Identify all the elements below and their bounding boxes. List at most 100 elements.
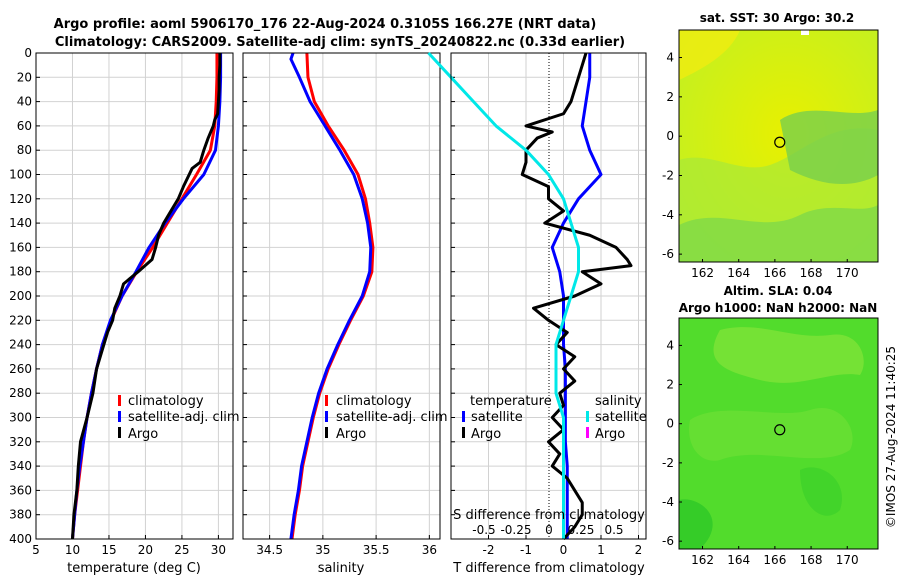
argo-location-marker (774, 136, 786, 148)
t-difference-x-label: T difference from climatology (452, 561, 645, 576)
altimetry-map-title-line2: Argo h1000: NaN h2000: NaN (679, 301, 878, 315)
temperature-lines (70, 53, 223, 540)
legend-swatch-s-argo (586, 427, 589, 438)
depth-tick-label: 260 (9, 362, 32, 376)
lat-tick-label: 2 (666, 90, 674, 104)
salinity-diff-legend: salinity satellite Argo (586, 394, 647, 442)
x-tick-label: 2 (635, 543, 643, 557)
legend-swatch-climatology (325, 395, 328, 406)
x-tick-label: 10 (65, 543, 80, 557)
depth-tick-label: 280 (9, 386, 32, 400)
depth-tick-label: 140 (9, 216, 32, 230)
series-line-t-argo (520, 52, 633, 541)
lon-tick-label: 170 (836, 266, 859, 280)
s-difference-tick-labels: -0.5 -0.25 0 0.25 0.5 (472, 523, 623, 537)
legend-argo: Argo (336, 427, 366, 442)
legend-satellite: satellite-adj. clim (128, 410, 240, 425)
depth-tick-label: 20 (17, 70, 32, 84)
sst-map: sat. SST: 30 Argo: 30.2 162 164 166 168 170 … (662, 11, 879, 280)
t-difference-tick-labels: -2 -1 0 1 2 (483, 543, 643, 557)
difference-panel: -2 -1 0 1 2 T difference from climatology S … (427, 51, 647, 576)
depth-tick-label: 40 (17, 95, 32, 109)
depth-tick-label: 80 (17, 143, 32, 157)
lon-tick-label: 162 (691, 553, 714, 567)
difference-axes-frame (450, 52, 647, 540)
s-tick-label: 0.5 (604, 523, 623, 537)
x-tick-label: 1 (597, 543, 605, 557)
sla-low-patch (679, 499, 713, 549)
legend-argo: Argo (128, 427, 158, 442)
legend-climatology: climatology (128, 394, 204, 409)
lon-tick-label: 162 (691, 266, 714, 280)
sla-low-patch (800, 467, 842, 516)
legend-swatch-climatology (118, 395, 121, 406)
legend-swatch-t-satellite (462, 411, 465, 422)
x-tick-label: -2 (483, 543, 495, 557)
sla-high-patch (713, 327, 864, 383)
legend-s-satellite: satellite (595, 410, 647, 425)
legend-swatch-s-satellite (586, 411, 589, 422)
series-line-t-satellite (550, 53, 603, 539)
sst-missing-data (801, 30, 809, 35)
lat-tick-label: 4 (666, 51, 674, 65)
series-line-satellite-adj-clim (70, 53, 223, 540)
depth-tick-label: 120 (9, 192, 32, 206)
depth-tick-label: 240 (9, 338, 32, 352)
temperature-grid (35, 52, 233, 540)
lon-tick-label: 166 (763, 553, 786, 567)
legend-t-satellite: satellite (471, 410, 523, 425)
legend-swatch-satellite (118, 411, 121, 422)
legend-temperature-header: temperature (470, 394, 552, 409)
lon-tick-label: 168 (800, 553, 823, 567)
x-tick-label: -1 (520, 543, 532, 557)
salinity-grid (243, 52, 440, 540)
depth-tick-labels: 0 20 40 60 80 100 120 140 160 180 200 220 240 260 280 3… (9, 46, 32, 546)
salinity-x-label: salinity (318, 561, 365, 576)
temperature-legend: climatology satellite-adj. clim Argo (118, 394, 240, 442)
figure-title-line1: Argo profile: aoml 5906170_176 22-Aug-20… (54, 17, 597, 32)
sst-map-title: sat. SST: 30 Argo: 30.2 (700, 11, 854, 25)
s-tick-label: 0 (545, 523, 553, 537)
lat-tick-label: -2 (662, 168, 674, 182)
lon-tick-label: 164 (727, 266, 750, 280)
sst-lat-ticks: 4 2 0 -2 -4 -6 (662, 51, 682, 261)
depth-tick-label: 180 (9, 265, 32, 279)
sst-warm-region (679, 30, 740, 80)
imos-credit: ©IMOS 27-Aug-2024 11:40:25 (884, 346, 898, 528)
legend-swatch-satellite (325, 411, 328, 422)
x-tick-label: 34.5 (256, 543, 283, 557)
depth-tick-label: 200 (9, 289, 32, 303)
legend-t-argo: Argo (471, 427, 501, 442)
x-tick-label: 15 (101, 543, 116, 557)
series-line-s-satellite (427, 51, 580, 539)
legend-salinity-header: salinity (595, 394, 642, 409)
salinity-panel: 34.5 35 35.5 36 salinity climatology satell… (242, 52, 448, 576)
altimetry-map-frame (678, 317, 879, 550)
depth-tick-label: 60 (17, 119, 32, 133)
lat-tick-label: -6 (662, 534, 674, 548)
temperature-x-label: temperature (deg C) (67, 561, 201, 576)
sst-lon-ticks: 162 164 166 168 170 (691, 259, 859, 280)
depth-tick-label: 380 (9, 508, 32, 522)
lat-tick-label: 0 (666, 417, 674, 431)
depth-tick-label: 340 (9, 459, 32, 473)
depth-tick-label: 400 (9, 532, 32, 546)
legend-swatch-t-argo (462, 427, 465, 438)
x-tick-label: 25 (174, 543, 189, 557)
legend-satellite: satellite-adj. clim (336, 410, 448, 425)
x-tick-label: 35 (315, 543, 330, 557)
lat-tick-label: -2 (662, 456, 674, 470)
x-tick-label: 0 (560, 543, 568, 557)
lat-tick-label: -4 (662, 495, 674, 509)
salinity-tick-labels: 34.5 35 35.5 36 (256, 543, 437, 557)
lat-tick-label: 0 (666, 129, 674, 143)
depth-tick-label: 100 (9, 168, 32, 182)
altimetry-map: Altim. SLA: 0.04 Argo h1000: NaN h2000: … (662, 284, 879, 567)
temperature-panel: 5 10 15 20 25 30 0 20 40 60 80 100 120 140 160 180 200 2… (9, 46, 240, 576)
depth-tick-label: 0 (24, 46, 32, 60)
depth-tick-label: 160 (9, 240, 32, 254)
x-tick-label: 20 (138, 543, 153, 557)
s-tick-label: -0.25 (500, 523, 531, 537)
difference-lines (427, 51, 633, 541)
